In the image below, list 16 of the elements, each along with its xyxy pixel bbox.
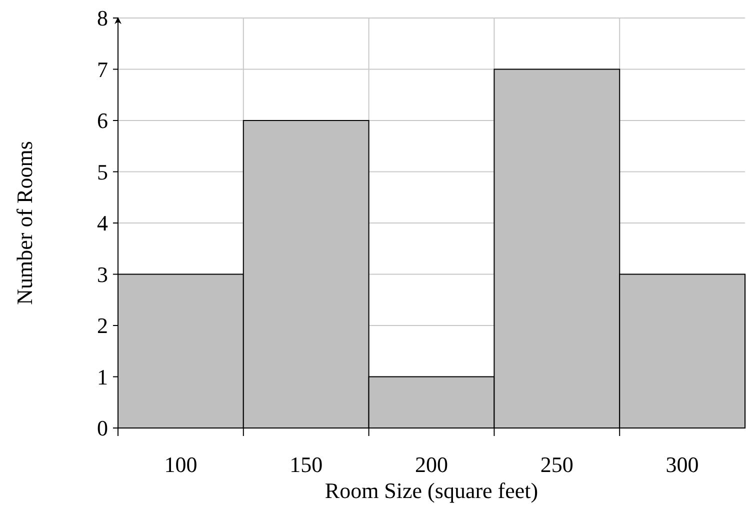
x-tick-label: 250 xyxy=(540,452,574,477)
y-tick-label: 3 xyxy=(97,262,108,287)
y-tick-label: 6 xyxy=(97,108,108,134)
y-tick-label: 0 xyxy=(97,416,108,441)
y-tick-label: 4 xyxy=(97,210,108,236)
x-axis-title: Room Size (square feet) xyxy=(324,478,538,503)
x-tick-label: 300 xyxy=(666,452,699,477)
y-axis-title: Number of Rooms xyxy=(12,141,37,305)
y-tick-label: 1 xyxy=(97,364,108,390)
x-tick-label: 100 xyxy=(164,452,198,477)
x-tick-label: 150 xyxy=(290,452,323,477)
y-tick-label: 5 xyxy=(97,159,108,184)
y-tick-label: 2 xyxy=(97,313,108,338)
y-tick-label: 8 xyxy=(97,6,108,31)
x-tick-label: 200 xyxy=(415,452,448,477)
y-tick-label: 7 xyxy=(97,56,108,82)
